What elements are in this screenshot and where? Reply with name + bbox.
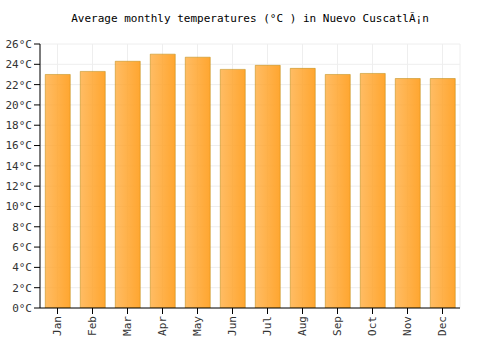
svg-text:26°C: 26°C [8, 38, 32, 51]
svg-text:20°C: 20°C [8, 99, 32, 112]
svg-text:2°C: 2°C [12, 282, 32, 295]
svg-text:0°C: 0°C [12, 302, 32, 315]
svg-text:Mar: Mar [121, 316, 134, 336]
svg-text:6°C: 6°C [12, 241, 32, 254]
svg-text:10°C: 10°C [8, 200, 32, 213]
svg-text:16°C: 16°C [8, 139, 32, 152]
html-text:Average monthly temperatures (: Average monthly temperatures (°C ) in Nu… [71, 12, 429, 25]
svg-text:Oct: Oct [366, 316, 379, 336]
svg-text:Jun: Jun [226, 316, 239, 336]
svg-text:12°C: 12°C [8, 180, 32, 193]
svg-text:24°C: 24°C [8, 58, 32, 71]
svg-text:18°C: 18°C [8, 119, 32, 132]
svg-text:Feb: Feb [86, 316, 99, 336]
svg-text:Jul: Jul [261, 316, 274, 336]
svg-text:14°C: 14°C [8, 160, 32, 173]
svg-text:Dec: Dec [436, 316, 449, 336]
svg-text:Jan: Jan [51, 316, 64, 336]
svg-text:Sep: Sep [331, 316, 344, 336]
svg-text:4°C: 4°C [12, 261, 32, 274]
svg-text:Nov: Nov [401, 316, 414, 336]
svg-text:May: May [191, 316, 204, 336]
svg-text:8°C: 8°C [12, 221, 32, 234]
svg-text:Apr: Apr [156, 316, 169, 336]
svg-text:Aug: Aug [296, 316, 309, 336]
svg-text:22°C: 22°C [8, 79, 32, 92]
